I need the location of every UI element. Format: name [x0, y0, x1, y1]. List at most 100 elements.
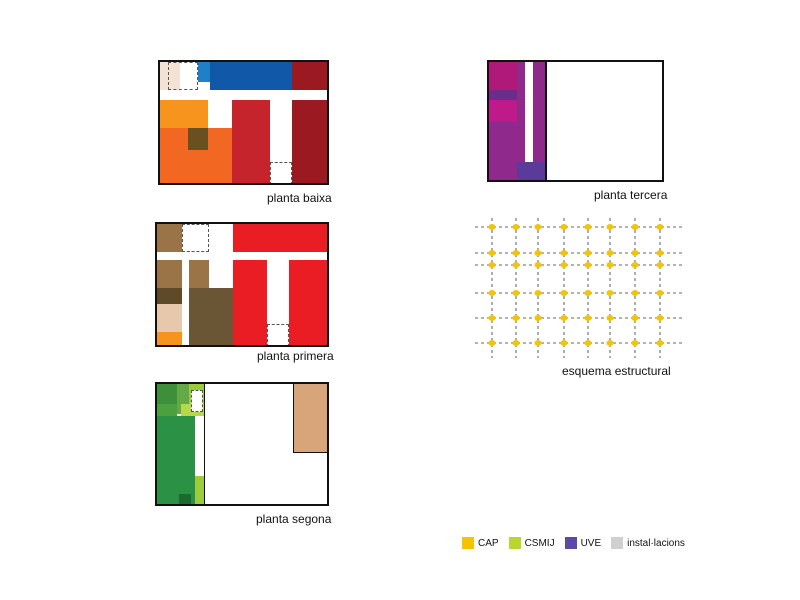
structural-column-node	[606, 340, 614, 346]
caption-third-floor: planta tercera	[594, 188, 668, 202]
caption-second-floor: planta segona	[256, 512, 332, 526]
structural-column-node	[656, 340, 664, 346]
caption-ground-floor: planta baixa	[267, 191, 332, 205]
caption-structure: esquema estructural	[562, 364, 671, 378]
legend-label-cap: CAP	[478, 537, 499, 549]
structural-column-node	[631, 290, 639, 296]
structural-column-node	[606, 290, 614, 296]
darkred-corner-zone	[292, 62, 327, 90]
structural-column-node	[560, 224, 568, 230]
structural-column-node	[560, 315, 568, 321]
structural-column-node	[534, 340, 542, 346]
legend-item-csmij: CSMIJ	[508, 537, 555, 549]
green-top-a	[157, 384, 177, 404]
structural-column-node	[534, 262, 542, 268]
legend-swatch-installations	[611, 537, 624, 549]
orange-light-zone	[160, 100, 208, 128]
third-divider	[545, 62, 547, 180]
first-dashed-room	[267, 324, 289, 345]
structural-column-node	[560, 340, 568, 346]
structural-column-node	[512, 315, 520, 321]
structural-column-node	[584, 340, 592, 346]
legend-swatch-cap	[462, 537, 474, 549]
structural-column-node	[631, 250, 639, 256]
brown-column-dark	[189, 288, 233, 345]
structural-column-node	[534, 315, 542, 321]
first-floor-plan	[155, 222, 329, 347]
structural-column-node	[631, 340, 639, 346]
legend-item-installations: instal·lacions	[611, 537, 685, 549]
structural-column-node	[656, 315, 664, 321]
structural-column-node	[488, 290, 496, 296]
isometric-volume-diagram	[457, 410, 672, 530]
legend-label-installations: instal·lacions	[627, 537, 685, 549]
second-floor-plan	[155, 382, 329, 506]
red-zone	[232, 100, 270, 183]
structural-column-node	[560, 290, 568, 296]
structural-column-node	[656, 250, 664, 256]
structural-column-node	[488, 262, 496, 268]
legend-label-uve: UVE	[580, 537, 602, 549]
structural-column-node	[488, 250, 496, 256]
structural-column-node	[534, 224, 542, 230]
structural-column-node	[560, 250, 568, 256]
legend-item-cap: CAP	[462, 537, 499, 549]
structural-column-node	[584, 315, 592, 321]
purple-left-strip	[489, 90, 517, 100]
tan-zone	[293, 384, 327, 453]
lime-lower	[195, 476, 205, 504]
second-dashed-core	[191, 390, 203, 412]
structural-column-node	[560, 262, 568, 268]
structural-column-node	[512, 290, 520, 296]
structural-column-node	[512, 262, 520, 268]
magenta-zone-b	[489, 100, 517, 122]
red-top-zone	[233, 224, 327, 252]
structural-column-node	[584, 224, 592, 230]
structural-grid-diagram	[475, 218, 685, 358]
structural-column-node	[512, 250, 520, 256]
green-dark-cell	[179, 494, 191, 504]
third-light-well	[525, 62, 533, 162]
structural-column-node	[656, 262, 664, 268]
structural-column-node	[656, 290, 664, 296]
structural-column-node	[534, 290, 542, 296]
entrance-light-zone	[160, 62, 180, 90]
brown-mid-zone	[157, 260, 182, 288]
legend-item-uve: UVE	[564, 537, 602, 549]
ground-dashed-room	[270, 162, 292, 183]
brown-dark-zone	[157, 288, 182, 304]
third-floor-plan	[487, 60, 664, 182]
legend-swatch-csmij	[508, 537, 521, 549]
legend-swatch-uve	[564, 537, 577, 549]
beige-zone	[157, 304, 182, 332]
brown-column-light	[189, 260, 209, 288]
magenta-zone-a	[489, 62, 517, 90]
brown-zone	[188, 128, 208, 150]
structural-column-node	[488, 340, 496, 346]
structural-column-node	[512, 340, 520, 346]
ground-dashed-core	[168, 62, 198, 90]
structural-column-node	[534, 250, 542, 256]
green-main-zone	[157, 416, 195, 504]
structural-column-node	[584, 290, 592, 296]
green-small-block	[157, 404, 177, 416]
blue-zone	[210, 62, 292, 90]
violet-zone	[517, 162, 545, 180]
structural-column-node	[606, 250, 614, 256]
legend: CAP CSMIJ UVE instal·lacions	[462, 537, 695, 549]
structural-column-node	[512, 224, 520, 230]
structural-column-node	[606, 315, 614, 321]
structural-column-node	[606, 262, 614, 268]
caption-first-floor: planta primera	[257, 349, 334, 363]
legend-label-csmij: CSMIJ	[524, 537, 555, 549]
blue-accent-zone	[198, 62, 210, 82]
red-block-zone	[233, 260, 267, 345]
purple-lower-zone	[489, 122, 517, 180]
structural-column-node	[488, 315, 496, 321]
first-dashed-core	[182, 224, 209, 252]
ground-floor-plan	[158, 60, 329, 185]
red-right-zone	[289, 260, 327, 345]
structural-column-node	[584, 250, 592, 256]
structural-column-node	[631, 315, 639, 321]
structural-column-node	[606, 224, 614, 230]
